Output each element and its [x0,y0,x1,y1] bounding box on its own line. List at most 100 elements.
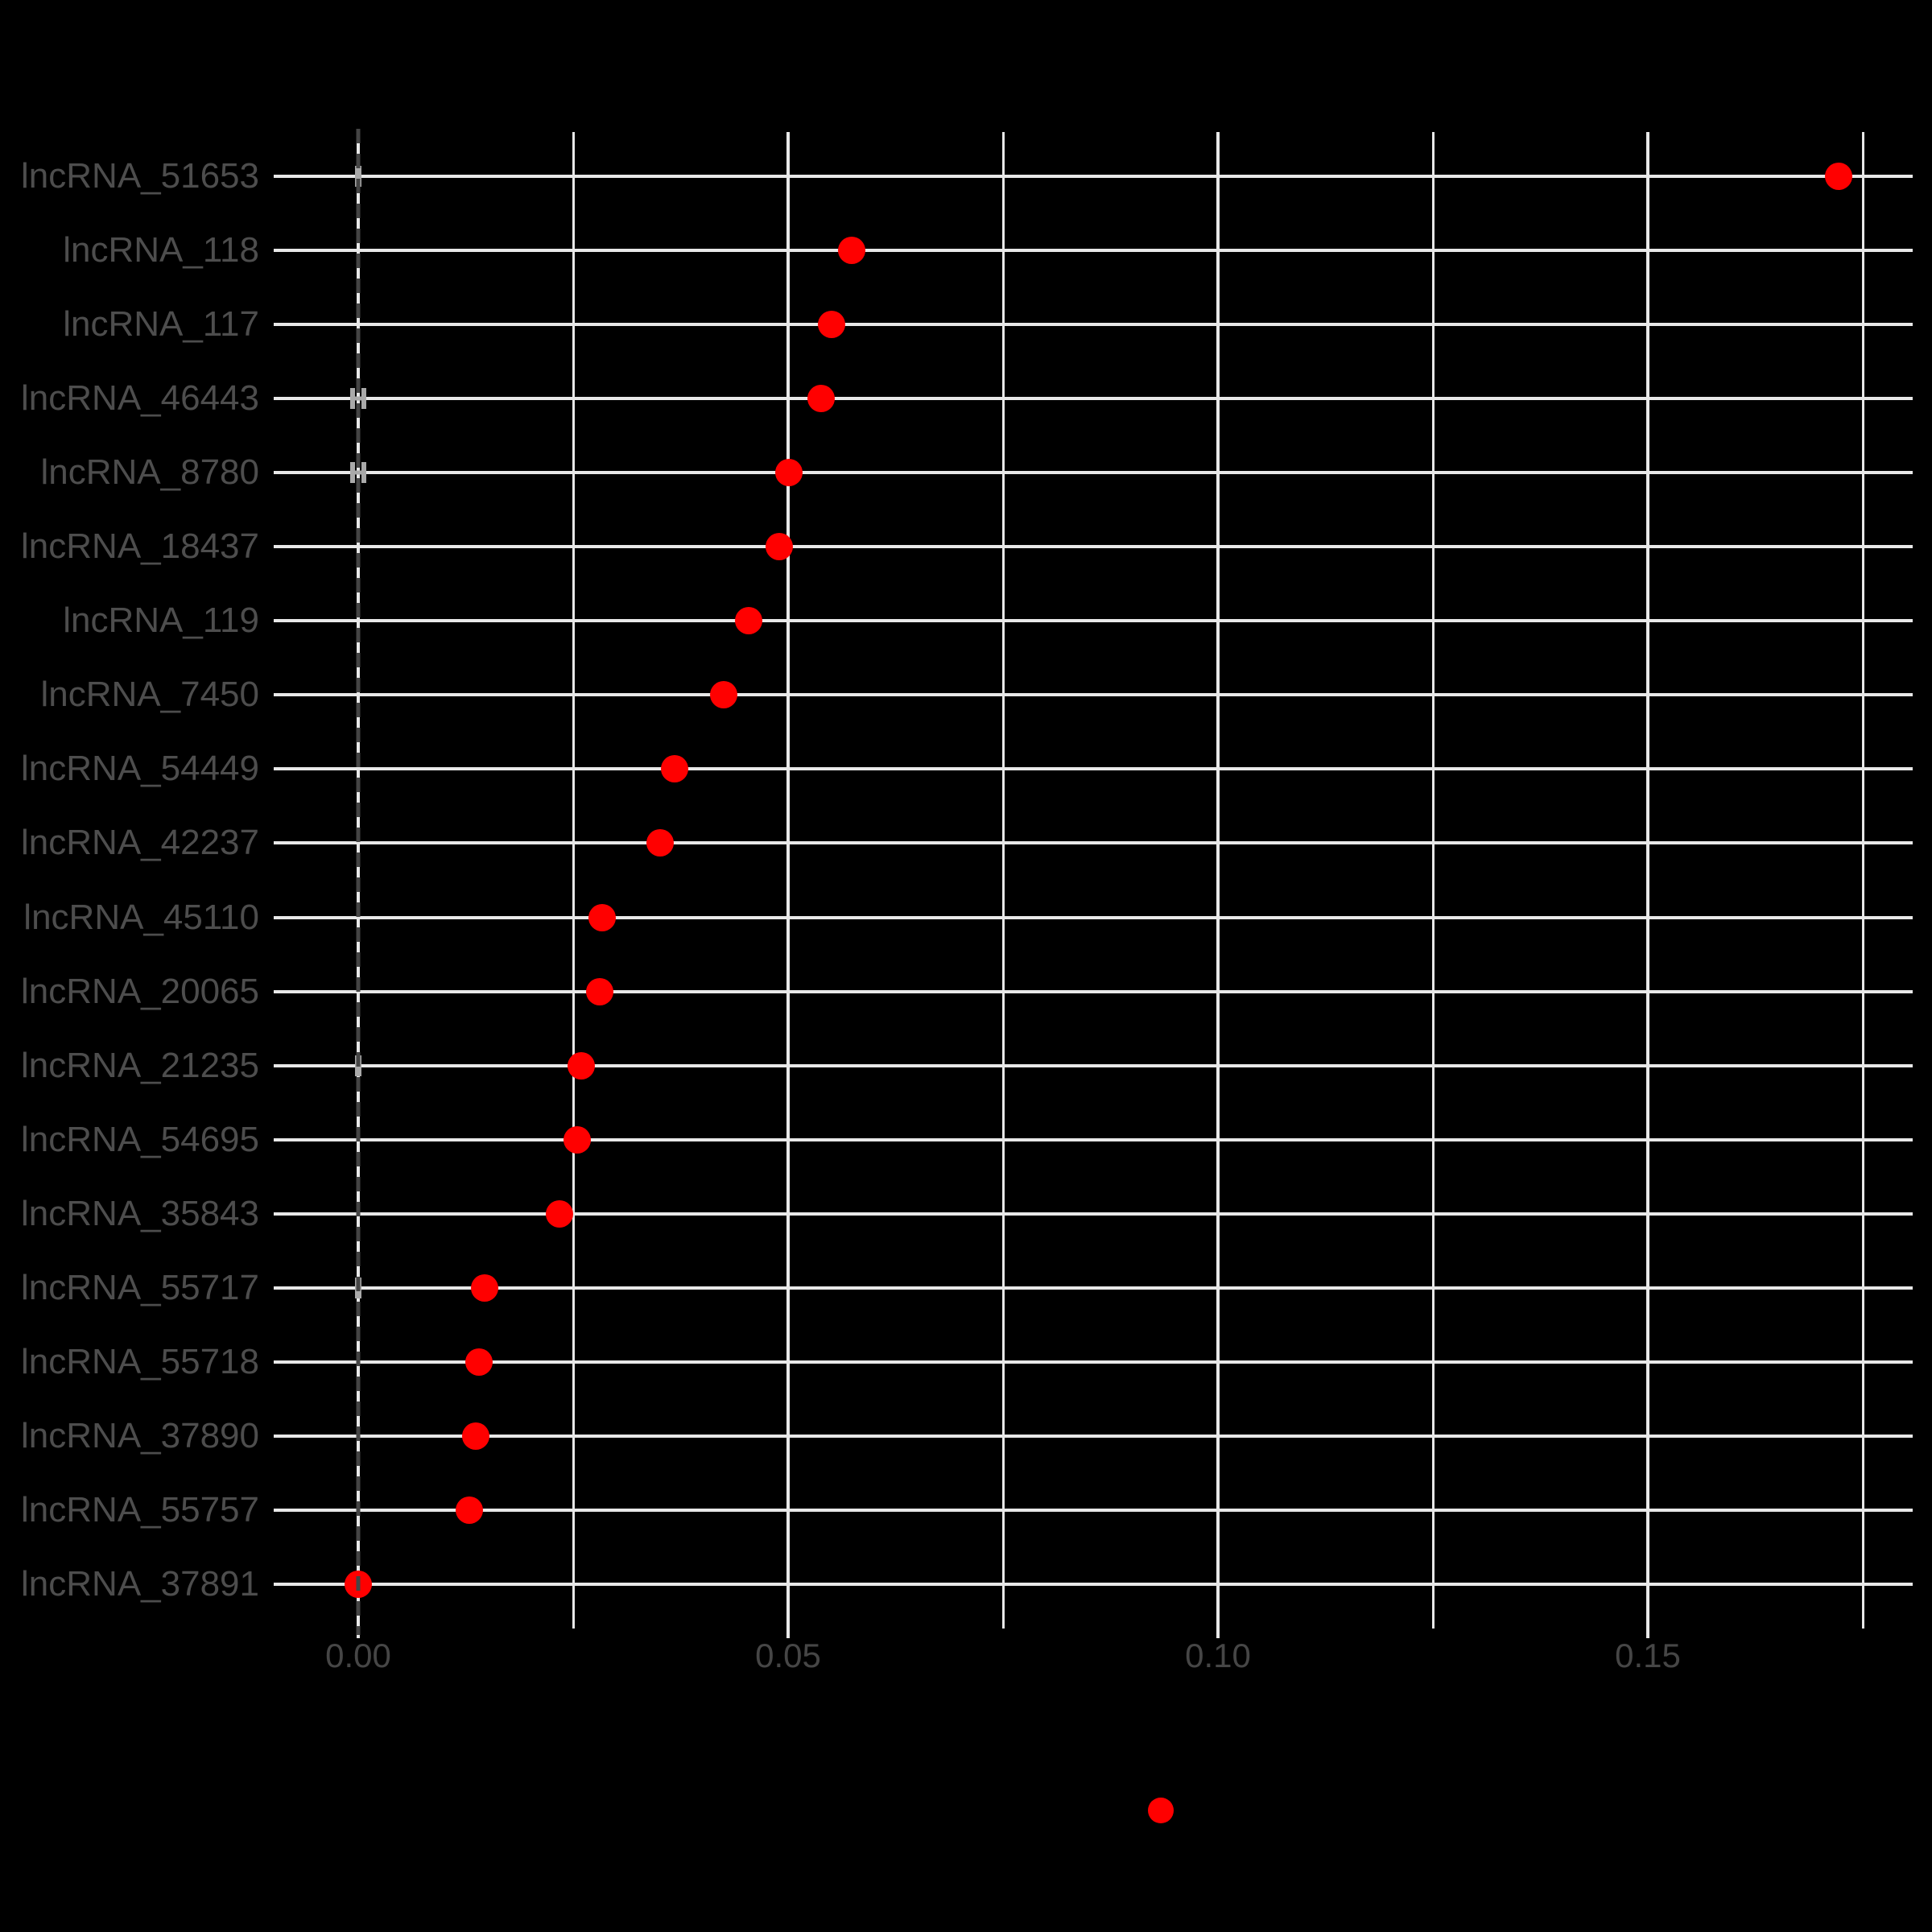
data-point [462,1422,490,1450]
data-point [567,1051,595,1080]
y-axis-tick [274,545,283,549]
gridline-horizontal [283,619,1913,623]
gridline-horizontal [283,1212,1913,1216]
gridline-horizontal [283,989,1913,993]
y-axis-tick [274,1212,283,1216]
data-point [464,1348,493,1376]
y-axis-tick [274,323,283,327]
y-axis-tick [274,1508,283,1512]
data-point [709,681,737,709]
y-axis-tick [274,1360,283,1364]
gridline-horizontal [283,323,1913,327]
y-axis-tick [274,471,283,475]
data-point [818,311,846,339]
data-point [588,903,617,931]
error-bar-cap [349,462,355,484]
y-axis-tick [274,767,283,771]
y-axis-tick [274,1434,283,1438]
gridline-horizontal [283,1582,1913,1586]
x-axis-tick [786,1629,790,1638]
y-axis-tick [274,989,283,993]
y-axis-label: lncRNA_7450 [40,675,260,715]
x-axis-tick-label: 0.00 [325,1637,391,1674]
data-point [564,1125,592,1154]
gridline-horizontal [283,1360,1913,1364]
gridline-horizontal [283,767,1913,771]
gridline-vertical-major [786,132,790,1629]
y-axis-tick [274,1286,283,1290]
y-axis-label: lncRNA_118 [63,230,259,270]
gridline-horizontal [283,249,1913,253]
gridline-vertical-major [1216,132,1220,1629]
gridline-horizontal [283,471,1913,475]
y-axis-label: lncRNA_55757 [21,1489,259,1530]
y-axis-tick [274,693,283,697]
gridline-horizontal [283,841,1913,845]
gridline-horizontal [283,545,1913,549]
y-axis-tick [274,397,283,401]
data-point [661,755,689,783]
y-axis-label: lncRNA_37890 [21,1415,259,1455]
error-bar-cap [361,388,367,410]
data-point [766,533,794,561]
gridline-horizontal [283,1063,1913,1067]
data-point [545,1199,573,1228]
gridline-vertical-minor [1861,132,1864,1629]
gridline-vertical-minor [1431,132,1435,1629]
y-axis-label: lncRNA_51653 [21,156,259,196]
y-axis-label: lncRNA_37891 [21,1563,259,1604]
x-axis-tick-label: 0.05 [755,1637,821,1674]
y-axis-label: lncRNA_46443 [21,378,259,419]
data-point [646,829,674,857]
gridline-horizontal [283,1286,1913,1290]
y-axis-tick [274,619,283,623]
y-axis-tick [274,1063,283,1067]
x-axis-tick-label: 0.10 [1185,1637,1251,1674]
y-axis-label: lncRNA_45110 [23,897,259,937]
gridline-horizontal [283,1137,1913,1141]
y-axis-label: lncRNA_55718 [21,1341,259,1381]
gridline-horizontal [283,1508,1913,1512]
y-axis-label: lncRNA_54695 [21,1119,259,1159]
gridline-horizontal [283,1434,1913,1438]
data-point [807,385,835,413]
gridline-horizontal [283,175,1913,178]
gridline-horizontal [283,915,1913,919]
y-axis-tick [274,175,283,178]
y-axis-tick [274,1137,283,1141]
y-axis-label: lncRNA_42237 [21,823,259,863]
y-axis-tick [274,249,283,253]
y-axis-tick [274,1582,283,1586]
data-point [1825,163,1853,190]
data-point [838,237,866,265]
gridline-vertical-major [1646,132,1649,1629]
data-point [734,607,762,635]
y-axis-label: lncRNA_55717 [21,1267,259,1307]
y-axis-tick [274,915,283,919]
legend-point-icon [1148,1798,1174,1823]
y-axis-label: lncRNA_21235 [21,1045,259,1085]
data-point [455,1496,483,1524]
y-axis-tick [274,841,283,845]
gridline-horizontal [283,693,1913,697]
data-point [586,977,614,1005]
y-axis-label: lncRNA_119 [63,601,259,641]
y-axis-label: lncRNA_35843 [21,1193,259,1233]
data-point [775,459,803,487]
x-axis-tick [1216,1629,1220,1638]
x-axis-tick [1646,1629,1649,1638]
gridline-horizontal [283,397,1913,401]
gridline-vertical-minor [572,132,575,1629]
y-axis-label: lncRNA_18437 [21,526,259,567]
x-axis-tick-label: 0.15 [1615,1637,1681,1674]
error-bar-cap [361,462,367,484]
gridline-vertical-minor [1001,132,1005,1629]
y-axis-label: lncRNA_8780 [40,452,260,493]
y-axis-label: lncRNA_117 [63,304,259,345]
error-bar-cap [349,388,355,410]
y-axis-label: lncRNA_20065 [21,971,259,1011]
y-axis-label: lncRNA_54449 [21,749,259,789]
zero-reference-line [356,129,361,1635]
data-point [470,1274,498,1302]
